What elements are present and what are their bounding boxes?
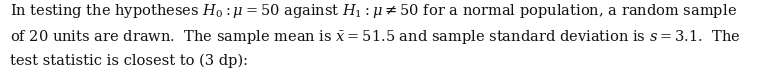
Text: test statistic is closest to (3 dp):: test statistic is closest to (3 dp):: [10, 53, 248, 68]
Text: of 20 units are drawn.  The sample mean is $\bar{x} = 51.5$ and sample standard : of 20 units are drawn. The sample mean i…: [10, 28, 741, 46]
Text: In testing the hypotheses $H_0 : \mu = 50$ against $H_1 : \mu \neq 50$ for a nor: In testing the hypotheses $H_0 : \mu = 5…: [10, 2, 737, 20]
